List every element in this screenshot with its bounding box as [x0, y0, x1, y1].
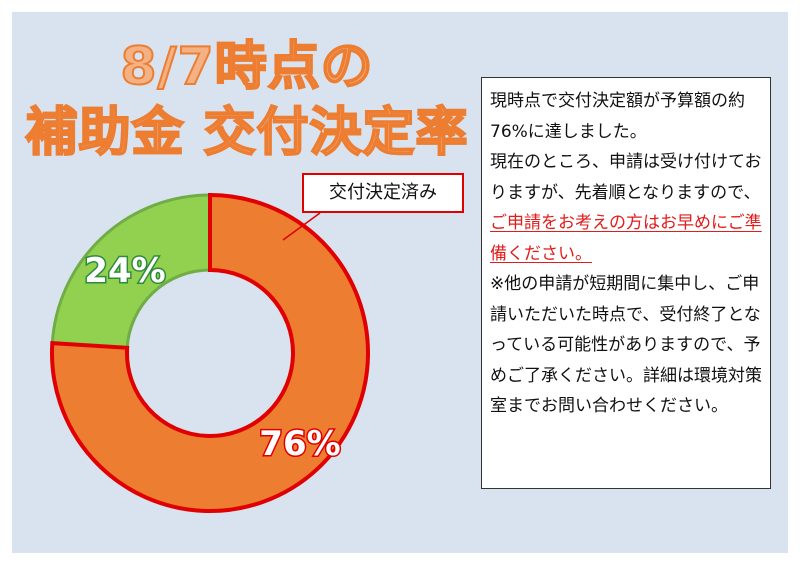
info-box: 現時点で交付決定額が予算額の約 76%に達しました。 現在のところ、申請は受け付…	[481, 77, 771, 489]
callout-box-decided: 交付決定済み	[302, 173, 464, 213]
donut-slice-decided	[50, 192, 370, 513]
data-label-decided: 76%	[259, 424, 340, 464]
info-paragraph-2: 現在のところ、申請は受け付けておりますが、先着順となりますので、ご申請をお考えの…	[490, 147, 764, 269]
callout-label: 交付決定済み	[329, 182, 437, 203]
info-paragraph-3: ※他の申請が短期間に集中し、ご申請いただいた時点で、受付終了となっている可能性が…	[490, 274, 762, 416]
donut-slices	[50, 192, 370, 513]
info-highlight-text: ご申請をお考えの方はお早めにご準備ください。	[490, 213, 762, 264]
info-paragraph-1: 現時点で交付決定額が予算額の約 76%に達しました。	[490, 91, 745, 142]
callout-leader-line	[282, 212, 321, 241]
page-title-line1: 8/7時点の	[119, 37, 374, 97]
page-title-line2: 補助金 交付決定率	[24, 103, 469, 163]
data-label-remaining: 24%	[84, 251, 165, 291]
info-paragraph-2-text: 現在のところ、申請は受け付けておりますが、先着順となりますので、	[490, 152, 762, 203]
donut-slice-remaining	[50, 193, 212, 350]
